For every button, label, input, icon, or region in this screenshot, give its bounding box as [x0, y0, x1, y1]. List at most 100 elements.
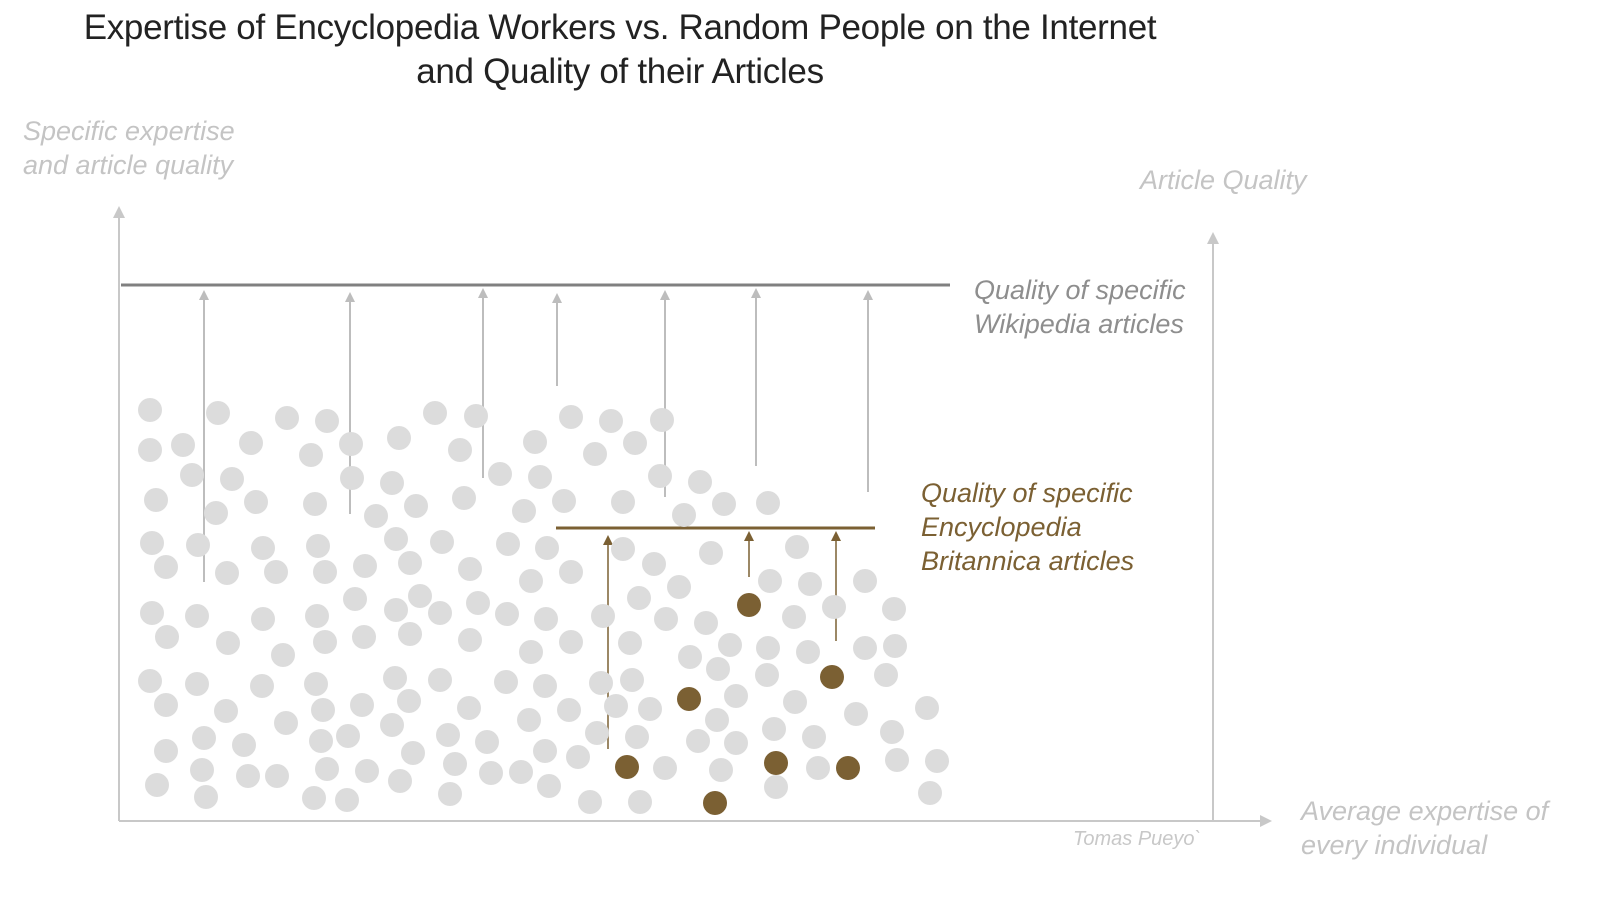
crowd-dot	[408, 584, 432, 608]
crowd-dot	[628, 790, 652, 814]
expert-dot	[737, 593, 761, 617]
right-axis-label: Article Quality	[1140, 165, 1307, 195]
crowd-dot	[171, 433, 195, 457]
crowd-dot	[802, 725, 826, 749]
crowd-dot	[534, 607, 558, 631]
crowd-dot	[236, 764, 260, 788]
crowd-dot	[398, 551, 422, 575]
crowd-dot	[578, 790, 602, 814]
title-line-1: Expertise of Encyclopedia Workers vs. Ra…	[83, 8, 1157, 47]
crowd-dot	[512, 499, 536, 523]
expert-dot	[836, 756, 860, 780]
crowd-dot	[192, 726, 216, 750]
crowd-dot	[667, 575, 691, 599]
crowd-dot	[214, 699, 238, 723]
crowd-dot	[309, 729, 333, 753]
crowd-dot	[138, 438, 162, 462]
crowd-dot	[250, 674, 274, 698]
crowd-dot	[194, 785, 218, 809]
crowd-dot	[844, 702, 868, 726]
britannica-label-line-1: Quality of specific	[921, 478, 1133, 508]
crowd-dot	[559, 405, 583, 429]
crowd-dot	[559, 560, 583, 584]
crowd-dot	[724, 731, 748, 755]
crowd-dot	[251, 607, 275, 631]
crowd-dot	[620, 668, 644, 692]
crowd-dot	[264, 560, 288, 584]
expert-dot	[764, 751, 788, 775]
crowd-dot	[355, 759, 379, 783]
crowd-dot	[206, 401, 230, 425]
crowd-dot	[353, 554, 377, 578]
crowd-dot	[274, 711, 298, 735]
crowd-dot	[528, 465, 552, 489]
crowd-dot	[397, 689, 421, 713]
crowd-dot	[313, 560, 337, 584]
crowd-dot	[709, 758, 733, 782]
crowd-dot	[452, 486, 476, 510]
crowd-dot	[535, 536, 559, 560]
x-axis-label-line-2: every individual	[1301, 830, 1488, 860]
crowd-dot	[190, 758, 214, 782]
crowd-dot	[479, 761, 503, 785]
crowd-dot	[303, 492, 327, 516]
crowd-dot	[304, 672, 328, 696]
crowd-dot	[566, 745, 590, 769]
crowd-dot	[880, 720, 904, 744]
crowd-dot	[611, 490, 635, 514]
crowd-dot	[154, 555, 178, 579]
crowd-dot	[519, 569, 543, 593]
crowd-dot	[718, 633, 742, 657]
crowd-dot	[401, 741, 425, 765]
crowd-dot	[271, 643, 295, 667]
crowd-dot	[705, 708, 729, 732]
crowd-dot	[186, 533, 210, 557]
crowd-dot	[533, 739, 557, 763]
crowd-dot	[796, 640, 820, 664]
crowd-dot	[155, 625, 179, 649]
crowd-dot	[925, 749, 949, 773]
crowd-dot	[244, 490, 268, 514]
crowd-dot	[764, 775, 788, 799]
expert-dot	[820, 665, 844, 689]
crowd-dot	[336, 724, 360, 748]
expert-dot	[677, 687, 701, 711]
crowd-dot	[380, 471, 404, 495]
crowd-dot	[315, 409, 339, 433]
crowd-dot	[448, 438, 472, 462]
crowd-dot	[885, 748, 909, 772]
crowd-dot	[384, 598, 408, 622]
crowd-dot	[350, 693, 374, 717]
crowd-dot	[436, 723, 460, 747]
crowd-dot	[604, 694, 628, 718]
crowd-dot	[464, 404, 488, 428]
crowd-dot	[611, 537, 635, 561]
wikipedia-label-line-2: Wikipedia articles	[974, 309, 1184, 339]
britannica-label-line-2: Encyclopedia	[921, 512, 1082, 542]
crowd-dots	[138, 398, 949, 814]
crowd-dot	[475, 730, 499, 754]
crowd-dot	[517, 708, 541, 732]
crowd-dot	[457, 696, 481, 720]
crowd-dot	[380, 713, 404, 737]
crowd-dot	[874, 663, 898, 687]
crowd-dot	[265, 764, 289, 788]
crowd-dot	[918, 781, 942, 805]
crowd-dot	[798, 572, 822, 596]
crowd-dot	[180, 463, 204, 487]
crowd-dot	[686, 729, 710, 753]
y-axis-label: Specific expertise and article quality	[23, 114, 235, 182]
crowd-dot	[251, 536, 275, 560]
crowd-dot	[154, 739, 178, 763]
y-axis-label-line-2: and article quality	[23, 150, 234, 180]
crowd-dot	[638, 697, 662, 721]
britannica-label-line-3: Britannica articles	[921, 546, 1135, 576]
crowd-dot	[185, 672, 209, 696]
crowd-dot	[387, 426, 411, 450]
author-credit: Tomas Pueyo`	[1073, 828, 1202, 850]
crowd-dot	[694, 611, 718, 635]
crowd-dot	[311, 698, 335, 722]
crowd-dot	[688, 470, 712, 494]
crowd-dot	[185, 604, 209, 628]
